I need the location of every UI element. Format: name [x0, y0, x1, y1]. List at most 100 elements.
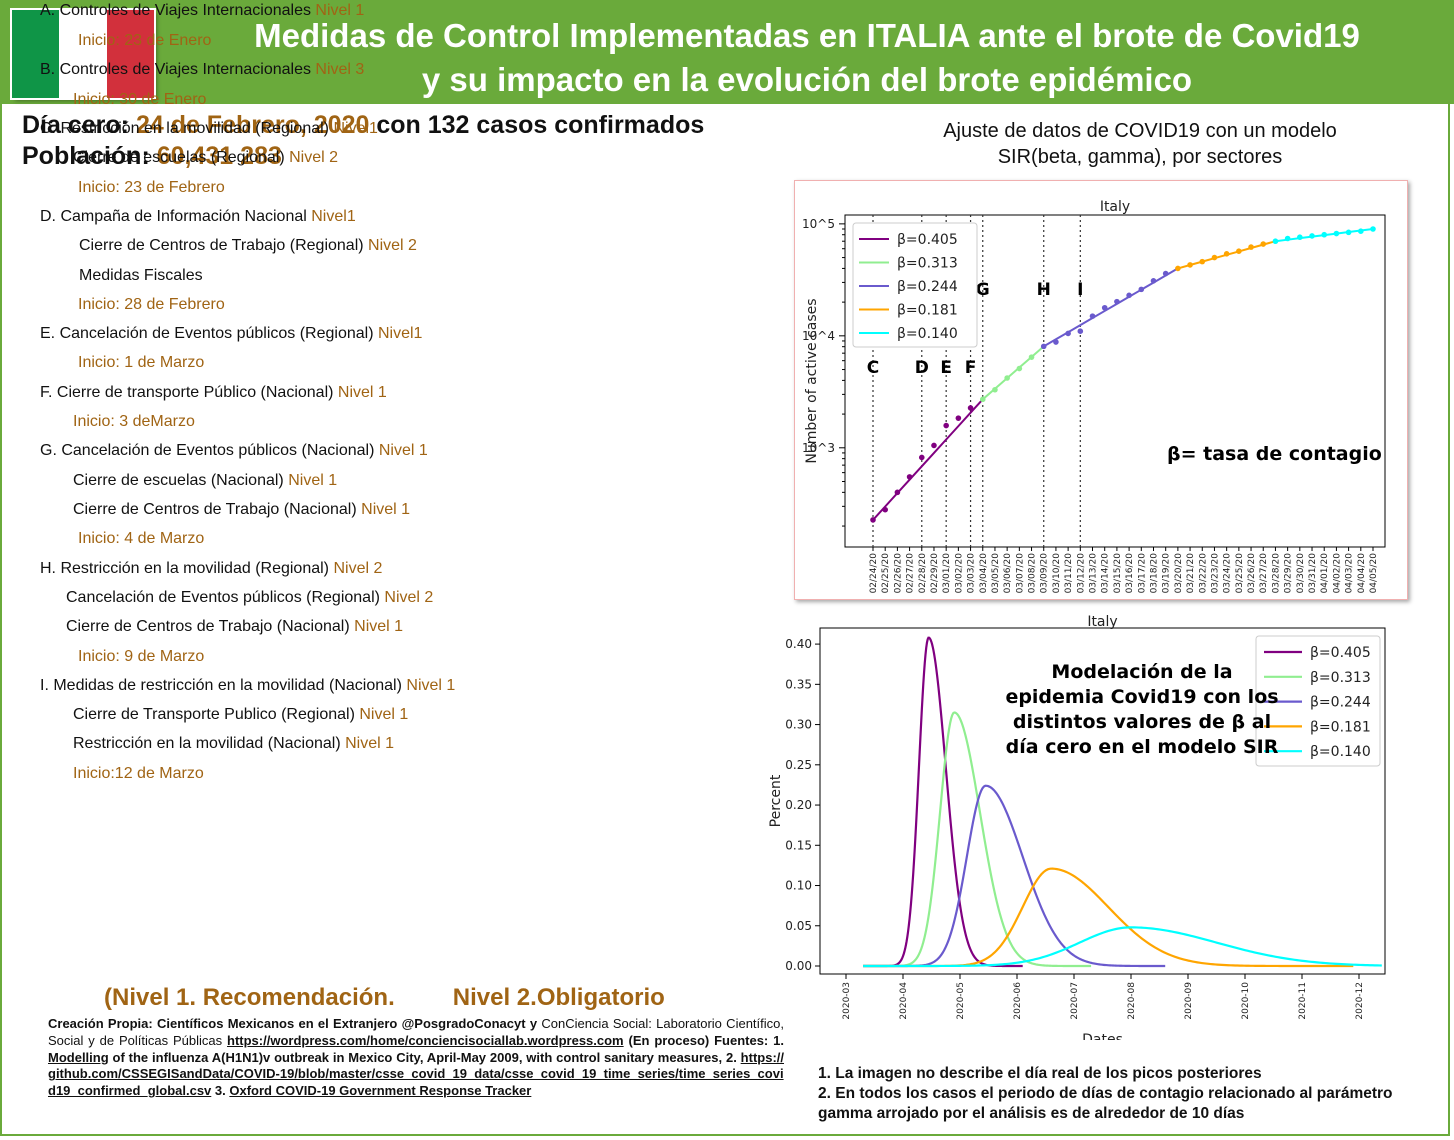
measure-line: Inicio: 9 de Marzo — [78, 648, 204, 666]
chart1-xtick-label: 03/07/20 — [1015, 553, 1025, 594]
chart2-plot-frame — [819, 627, 1386, 975]
chart1-vline-label: C — [867, 358, 879, 378]
chart1-legend-label: β=0.244 — [897, 279, 958, 295]
measure-text: D. Campaña de Información Nacional — [40, 208, 312, 225]
credits-lead: Creación Propia: Científicos Mexicanos e… — [48, 1016, 538, 1031]
chart1-data-point — [1236, 248, 1242, 254]
chart2-xtick-label: 2020-10 — [1241, 982, 1251, 1020]
day-zero-info: Día cero: 24 de Febrero, 2020 con 132 ca… — [22, 110, 704, 172]
page-title: Medidas de Control Implementadas en ITAL… — [160, 14, 1454, 102]
measure-line: Cierre de escuelas (Nacional) Nivel 1 — [73, 472, 337, 490]
chart1-data-point — [931, 442, 937, 449]
chart1-xtick-label: 04/02/20 — [1332, 553, 1342, 594]
chart2-legend-label: β=0.140 — [1310, 744, 1371, 760]
credits-link-2[interactable]: https://github.com/CSSEGISandData/COVID-… — [48, 1049, 784, 1099]
measure-line: F. Cierre de transporte Público (Naciona… — [40, 384, 387, 402]
credits-org: ConCiencia Social: Laboratorio Científic… — [48, 1016, 784, 1048]
flag-stripe-red — [106, 10, 154, 98]
measure-level: Inicio:12 de Marzo — [73, 765, 204, 782]
chart1-data-point — [1321, 231, 1328, 238]
chart1-data-point — [882, 506, 888, 513]
chart1-series-line — [1043, 267, 1179, 348]
chart1-vline-label: I — [1077, 280, 1083, 300]
chart1-data-point — [894, 489, 901, 496]
chart1-xtick-label: 03/05/20 — [991, 553, 1001, 594]
measure-line: Inicio: 30 de Enero — [73, 91, 206, 109]
measure-line: C. Restricción en la movilidad (Regional… — [40, 120, 378, 138]
chart1-xtick-label: 03/31/20 — [1308, 553, 1318, 594]
chart1-data-point — [1065, 330, 1071, 337]
measure-line: Cierre de Centros de Trabajo (Nacional) … — [73, 501, 410, 519]
measure-level: Nivel 2 — [289, 149, 339, 166]
measure-level: Nivel1 — [333, 120, 378, 137]
chart1-legend-label: β=0.181 — [897, 303, 958, 319]
chart2-annotation-line: epidemia Covid19 con los — [1005, 686, 1278, 708]
chart2-ytick-label: 0.20 — [785, 798, 812, 812]
chart1-data-point — [1248, 244, 1254, 250]
measure-line: Inicio: 23 de Enero — [78, 32, 211, 50]
chart2-annotation-line: distintos valores de β al — [1013, 711, 1271, 733]
level-note-1: (Nivel 1. Recomendación. — [104, 984, 395, 1011]
chart2-xlabel: Dates — [1082, 1032, 1123, 1040]
measure-text: Cierre de Centros de Trabajo (Nacional) — [73, 501, 362, 518]
measure-level: Inicio: 4 de Marzo — [78, 530, 205, 547]
chart1-ylabel: Number of active cases — [804, 298, 820, 463]
chart1-subtitle-line-1: Ajuste de datos de COVID19 con un modelo — [943, 120, 1337, 142]
measure-level: Nivel 1 — [288, 472, 338, 489]
measure-level: Nivel 2 — [368, 237, 417, 254]
measure-line: Cierre de Transporte Publico (Regional) … — [73, 706, 408, 724]
chart1-xtick-label: 03/10/20 — [1052, 553, 1062, 594]
chart2-xtick-label: 2020-03 — [842, 982, 852, 1020]
chart2-xtick-label: 2020-08 — [1127, 982, 1137, 1020]
chart1-data-point — [1150, 278, 1157, 284]
measure-text: I. Medidas de restricción en la movilida… — [40, 677, 407, 694]
chart1-xtick-label: 03/01/20 — [942, 553, 952, 594]
chart2-xtick-label: 2020-12 — [1355, 982, 1365, 1020]
chart1-data-point — [1138, 286, 1145, 293]
chart1-xtick-label: 03/16/20 — [1125, 553, 1135, 594]
chart1-data-point — [1187, 262, 1193, 268]
chart2-legend-label: β=0.313 — [1310, 670, 1371, 686]
chart1-data-point — [1126, 292, 1132, 299]
measure-text: Cierre de Centros de Trabajo (Regional) — [79, 237, 369, 254]
title-line-1: Medidas de Control Implementadas en ITAL… — [254, 17, 1360, 54]
measure-level: Inicio: 9 de Marzo — [78, 648, 205, 665]
chart1-data-point — [1016, 365, 1023, 372]
chart1-data-point — [1004, 375, 1010, 381]
chart1-data-point — [1199, 258, 1206, 265]
chart2-xtick-label: 2020-05 — [956, 982, 966, 1020]
measure-level: Nivel 1 — [406, 677, 456, 694]
measure-line: Inicio: 1 de Marzo — [78, 354, 204, 372]
chart1-title: Italy — [1100, 199, 1130, 215]
chart1-subtitle: Ajuste de datos de COVID19 con un modelo… — [880, 118, 1400, 170]
chart1-data-point — [943, 422, 949, 429]
chart1-data-point — [906, 474, 913, 480]
chart2-annotation-line: Modelación de la — [1051, 661, 1232, 683]
chart1-xtick-label: 02/29/20 — [930, 553, 940, 594]
chart1-data-point — [979, 396, 986, 403]
chart2-xtick-label: 2020-06 — [1013, 982, 1023, 1020]
chart1-xtick-label: 02/28/20 — [918, 553, 928, 594]
chart1-xtick-label: 03/02/20 — [954, 553, 964, 594]
chart1-series-line — [872, 398, 984, 521]
chart1-data-point — [1053, 339, 1059, 345]
flag-stripe-green — [12, 10, 60, 98]
credits-ref-1-rest: of the influenza A(H1N1)v outbreak in Me… — [108, 1049, 741, 1065]
credits-link-1[interactable]: https://wordpress.com/home/conciencisoci… — [227, 1032, 624, 1048]
measure-text: Cierre de Transporte Publico (Regional) — [73, 706, 360, 723]
measure-line: G. Cancelación de Eventos públicos (Naci… — [40, 442, 428, 460]
active-cases-chart: Italy Number of active cases 10^3 10^4 10^5 0… — [794, 180, 1408, 600]
chart1-xtick-label: 02/24/20 — [869, 553, 879, 594]
chart1-data-point — [1175, 265, 1181, 272]
chart1-data-point — [1077, 328, 1084, 334]
chart1-xtick-label: 03/22/20 — [1198, 553, 1208, 594]
measure-level: Inicio: 3 deMarzo — [73, 413, 195, 430]
chart1-data-point — [870, 517, 876, 523]
chart2-ytick-label: 0.35 — [785, 677, 812, 691]
chart1-xtick-label: 04/01/20 — [1320, 553, 1330, 594]
sir-model-chart: Italy Percent Dates 0.00 0.05 0.10 0.15 0.20 0.2… — [760, 612, 1454, 1048]
credits-mid: (En proceso) Fuentes: 1. — [623, 1032, 784, 1048]
measure-text: H. Restricción en la movilidad (Regional… — [40, 560, 334, 577]
measure-line: B. Controles de Viajes Internacionales N… — [40, 61, 364, 79]
chart1-data-point — [1162, 270, 1169, 277]
